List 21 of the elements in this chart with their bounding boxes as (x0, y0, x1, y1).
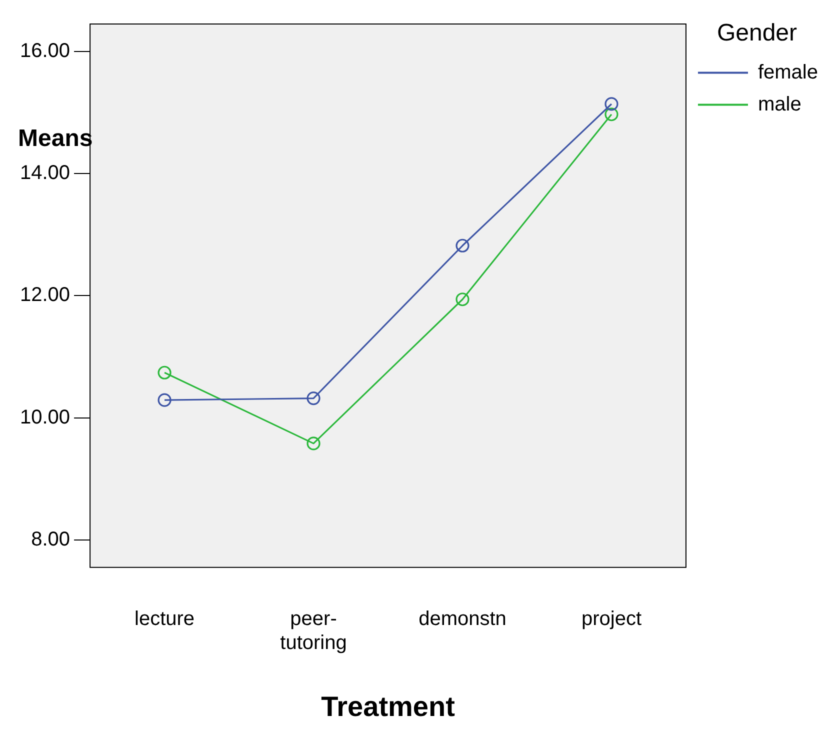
point (604, 108, 618, 122)
y-tick-label: 8.00 (31, 528, 70, 550)
point (456, 238, 470, 252)
x-tick-label: demonstn (418, 608, 506, 630)
point (306, 391, 320, 406)
x-axis-title: Treatment (321, 690, 455, 722)
point (158, 393, 172, 407)
legend-label: female (758, 61, 818, 84)
y-tick-label: 12.00 (20, 284, 70, 306)
x-tick-label: peer-tutoring (280, 608, 347, 654)
legend-label: male (758, 93, 802, 116)
y-tick-label: 10.00 (20, 406, 70, 428)
point (158, 366, 172, 380)
x-tick-label: lecture (134, 608, 195, 630)
point (604, 97, 618, 111)
y-tick-label: 16.00 (20, 40, 70, 62)
point (306, 436, 320, 450)
point (456, 292, 470, 306)
legend-title: Gender (716, 20, 798, 47)
y-tick-label: 14.00 (20, 162, 70, 184)
x-tick-label: project (581, 608, 642, 630)
